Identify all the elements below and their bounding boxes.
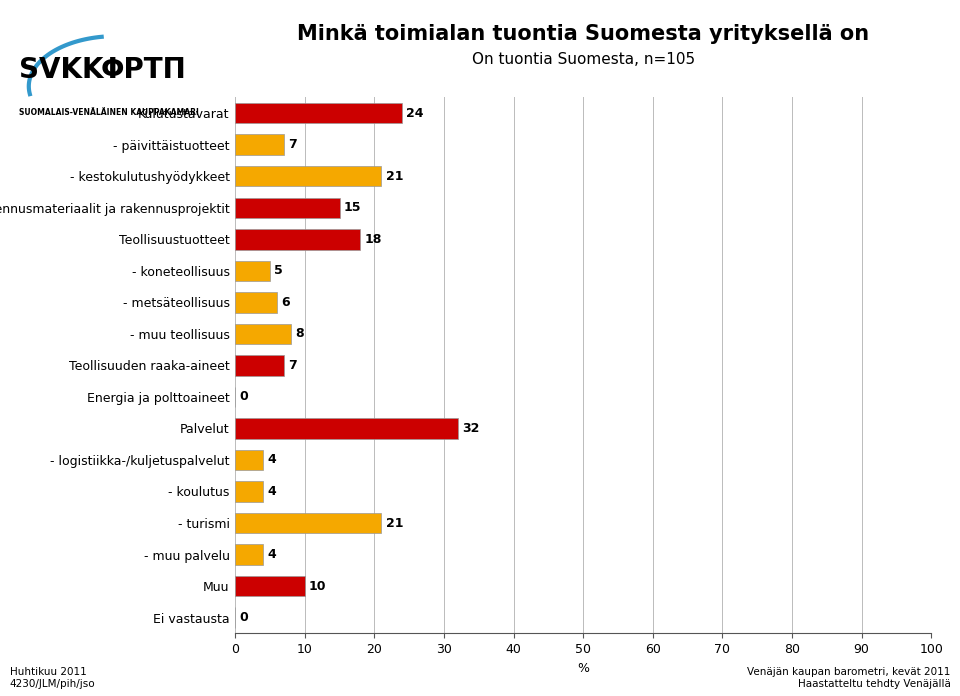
Bar [235,103,402,123]
Text: 4: 4 [267,454,276,466]
Bar [235,324,291,344]
Text: 10: 10 [309,580,326,592]
Text: 4: 4 [267,485,276,498]
Bar [235,355,284,376]
Text: Minkä toimialan tuontia Suomesta yrityksellä on: Minkä toimialan tuontia Suomesta yrityks… [298,24,869,45]
Text: On tuontia Suomesta, n=105: On tuontia Suomesta, n=105 [471,52,695,68]
Text: 5: 5 [275,264,283,277]
Bar [235,481,263,502]
Bar [235,513,381,533]
Bar [235,418,458,438]
Text: 0: 0 [239,611,248,624]
Text: SUOMALAIS-VENÄLÄINEN KAUPPAKAMARI: SUOMALAIS-VENÄLÄINEN KAUPPAKAMARI [19,108,199,117]
Text: 8: 8 [295,327,303,340]
Bar [235,166,381,187]
Bar [235,292,276,313]
Text: 32: 32 [462,422,479,435]
Text: 21: 21 [386,516,403,530]
Text: ΦΡTΠ: ΦΡTΠ [101,56,186,84]
Text: 0: 0 [239,390,248,404]
Text: 7: 7 [288,139,297,151]
Text: 24: 24 [406,106,424,120]
Bar [235,544,263,564]
Text: 6: 6 [281,296,290,309]
Text: Venäjän kaupan barometri, kevät 2011
Haastatteltu tehdty Venäjällä: Venäjän kaupan barometri, kevät 2011 Haa… [747,667,950,689]
X-axis label: %: % [577,662,589,674]
Text: 15: 15 [344,201,361,214]
Text: 4: 4 [267,548,276,561]
Text: 7: 7 [288,359,297,372]
Text: 21: 21 [386,170,403,183]
Bar [235,229,361,250]
Text: SVKK: SVKK [19,56,104,84]
Text: 18: 18 [365,232,382,246]
Bar [235,450,263,470]
Text: Huhtikuu 2011
4230/JLM/pih/jso: Huhtikuu 2011 4230/JLM/pih/jso [10,667,95,689]
Bar [235,134,284,155]
Bar [235,260,270,281]
Bar [235,576,304,596]
Bar [235,198,340,218]
